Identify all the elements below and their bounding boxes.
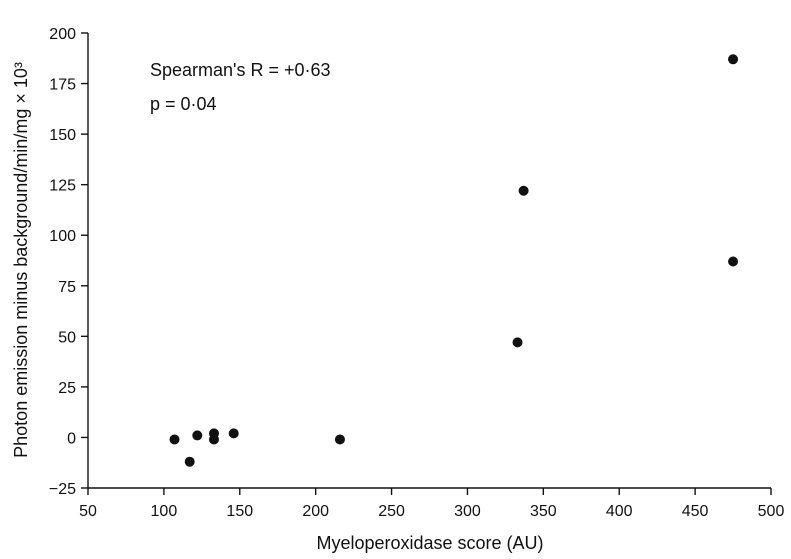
data-point xyxy=(184,456,195,467)
y-tick-label: 100 xyxy=(49,228,76,245)
data-point xyxy=(334,434,345,445)
data-point xyxy=(518,185,529,196)
y-tick-label: 50 xyxy=(58,329,76,346)
y-tick-label: 125 xyxy=(49,178,76,195)
data-point xyxy=(169,434,180,445)
data-point xyxy=(728,256,739,267)
spearman-annotation: Spearman's R = +0·63 xyxy=(150,60,331,80)
x-tick-label: 350 xyxy=(530,503,557,520)
data-point xyxy=(208,434,219,445)
x-tick-label: 250 xyxy=(378,503,405,520)
y-tick-label: 150 xyxy=(49,127,76,144)
y-ticks: −25 0 25 50 75 100 125 150 175 200 xyxy=(49,26,88,498)
x-tick-label: 400 xyxy=(606,503,633,520)
y-tick-label: 175 xyxy=(49,77,76,94)
x-tick-label: 300 xyxy=(454,503,481,520)
data-point xyxy=(512,337,523,348)
x-tick-label: 150 xyxy=(226,503,253,520)
x-tick-label: 100 xyxy=(151,503,178,520)
p-value-annotation: p = 0·04 xyxy=(150,94,217,114)
y-axis-title: Photon emission minus background/min/mg … xyxy=(11,62,31,458)
x-ticks: 50 100 150 200 250 300 350 400 450 500 xyxy=(79,488,784,520)
x-tick-label: 500 xyxy=(758,503,785,520)
axes xyxy=(87,33,771,489)
x-tick-label: 50 xyxy=(79,503,97,520)
data-point xyxy=(728,54,739,65)
y-tick-label: 75 xyxy=(58,279,76,296)
y-tick-label: 200 xyxy=(49,26,76,43)
y-tick-label: −25 xyxy=(49,481,76,498)
data-point xyxy=(228,428,239,439)
x-axis-title: Myeloperoxidase score (AU) xyxy=(316,533,543,553)
y-tick-label: 0 xyxy=(67,430,76,447)
y-tick-label: 25 xyxy=(58,380,76,397)
x-tick-label: 450 xyxy=(682,503,709,520)
data-point xyxy=(192,430,203,441)
x-tick-label: 200 xyxy=(302,503,329,520)
data-points xyxy=(169,54,739,467)
